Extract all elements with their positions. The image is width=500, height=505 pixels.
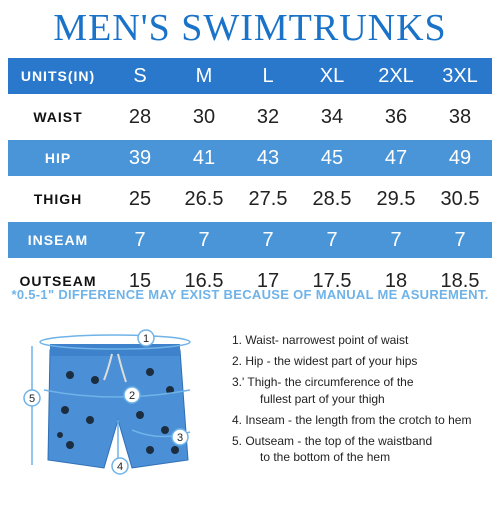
table-cell: 32	[256, 105, 280, 128]
table-cell: 45	[320, 146, 344, 169]
row-label: THIGH	[33, 191, 83, 207]
hip-line	[43, 389, 191, 398]
legend-item-inseam: 4. Inseam - the length from the crotch t…	[232, 412, 500, 428]
marker-5: 5	[23, 389, 41, 407]
row-label: INSEAM	[27, 232, 89, 248]
size-table: UNITS(IN) S M L XL 2XL 3XL WAIST 28 30 3…	[8, 58, 492, 304]
table-cell: 18.5	[440, 269, 480, 292]
marker-4: 4	[111, 457, 129, 475]
legend-line: 3.' Thigh- the circumference of the	[232, 375, 414, 390]
legend-line-continued: fullest part of your thigh	[260, 391, 385, 406]
table-cell: 17.5	[312, 269, 352, 292]
table-cell: 49	[448, 146, 472, 169]
legend-item-thigh: 3.' Thigh- the circumference of the full…	[232, 374, 500, 406]
table-cell: 41	[192, 146, 216, 169]
table-cell: 15	[128, 269, 152, 292]
legend-item-outseam: 5. Outseam - the top of the waistband to…	[232, 433, 500, 465]
page-title: MEN'S SWIMTRUNKS	[53, 7, 447, 49]
table-row-outseam: OUTSEAM 15 16.5 17 17.5 18 18.5	[8, 263, 492, 299]
table-cell: 36	[384, 105, 408, 128]
table-cell: 27.5	[248, 187, 288, 210]
table-cell: 7	[198, 228, 210, 251]
table-cell: 28.5	[312, 187, 352, 210]
svg-text:5: 5	[29, 393, 35, 405]
legend-line: 1. Waist- narrowest point of waist	[232, 333, 409, 347]
waist-line	[39, 334, 191, 350]
swim-trunks-illustration: 1 2 3 4 5	[23, 329, 191, 475]
table-cell: 39	[128, 146, 152, 169]
table-cell: 34	[320, 105, 344, 128]
size-header: 2XL	[378, 64, 414, 87]
table-cell: 7	[134, 228, 146, 251]
table-row-inseam: INSEAM 7 7 7 7 7 7	[8, 222, 492, 258]
size-header: L	[262, 64, 274, 87]
table-cell: 7	[326, 228, 338, 251]
table-cell: 43	[256, 146, 280, 169]
svg-text:3: 3	[177, 432, 183, 444]
legend-line: 5. Outseam - the top of the waistband	[232, 433, 433, 448]
table-cell: 38	[448, 105, 472, 128]
marker-1: 1	[137, 329, 155, 347]
table-cell: 18	[384, 269, 408, 292]
table-row-hip: HIP 39 41 43 45 47 49	[8, 140, 492, 176]
svg-text:1: 1	[143, 333, 149, 345]
table-cell: 30.5	[440, 187, 480, 210]
table-cell: 28	[128, 105, 152, 128]
table-header-row: UNITS(IN) S M L XL 2XL 3XL	[8, 58, 492, 94]
legend-item-waist: 1. Waist- narrowest point of waist	[232, 332, 500, 348]
row-label: OUTSEAM	[19, 273, 97, 289]
svg-text:2: 2	[129, 390, 135, 402]
size-header: S	[133, 64, 147, 87]
legend-item-hip: 2. Hip - the widest part of your hips	[232, 353, 500, 369]
table-cell: 7	[262, 228, 274, 251]
measurement-diagram: 1 2 3 4 5	[0, 320, 230, 500]
units-label: UNITS(IN)	[20, 68, 96, 84]
legend-line-continued: to the bottom of the hem	[260, 450, 391, 465]
measurement-legend: 1. Waist- narrowest point of waist 2. Hi…	[232, 332, 500, 470]
table-row-waist: WAIST 28 30 32 34 36 38	[8, 99, 492, 135]
row-label: WAIST	[33, 109, 83, 125]
size-header: 3XL	[442, 64, 478, 87]
waistband	[50, 344, 180, 356]
shorts-shape	[47, 349, 189, 469]
table-cell: 17	[256, 269, 280, 292]
table-cell: 7	[390, 228, 402, 251]
table-cell: 26.5	[184, 187, 224, 210]
row-label: HIP	[44, 150, 72, 166]
table-cell: 30	[192, 105, 216, 128]
legend-line: 4. Inseam - the length from the crotch t…	[232, 412, 472, 427]
marker-3: 3	[171, 428, 189, 446]
table-cell: 16.5	[184, 269, 224, 292]
measurement-note: *0.5-1" DIFFERENCE MAY EXIST BECAUSE OF …	[11, 287, 489, 302]
drawstring	[103, 353, 127, 383]
svg-text:4: 4	[117, 461, 123, 473]
marker-2: 2	[123, 386, 141, 404]
table-cell: 25	[128, 187, 152, 210]
table-cell: 47	[384, 146, 408, 169]
size-header: M	[195, 64, 213, 87]
table-row-thigh: THIGH 25 26.5 27.5 28.5 29.5 30.5	[8, 181, 492, 217]
table-cell: 7	[454, 228, 466, 251]
size-header: XL	[319, 64, 345, 87]
palm-pattern	[57, 368, 179, 454]
table-cell: 29.5	[376, 187, 416, 210]
legend-line: 2. Hip - the widest part of your hips	[232, 354, 418, 369]
